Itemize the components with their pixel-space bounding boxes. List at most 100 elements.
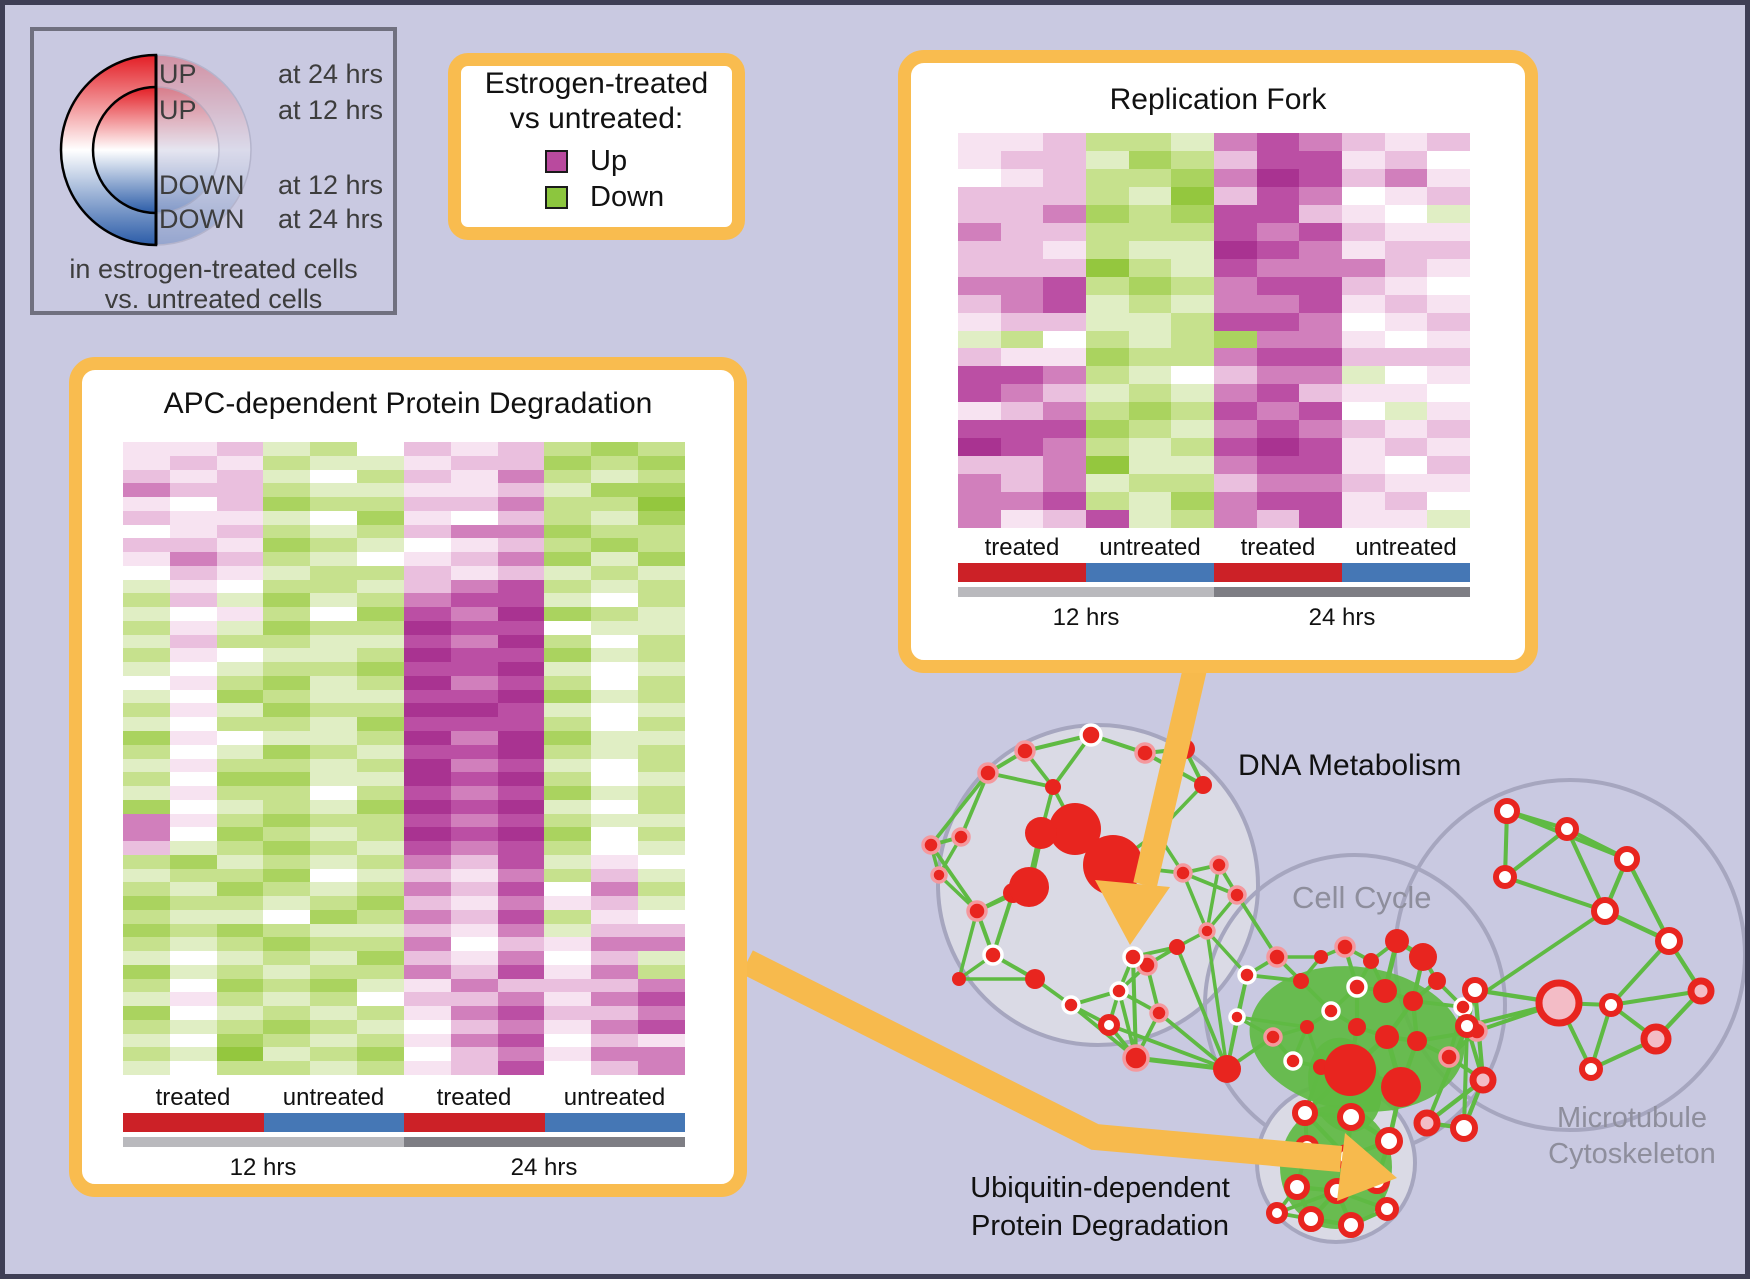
heatmap-cell	[1086, 492, 1129, 511]
heatmap-cell	[638, 813, 685, 828]
heatmap-cell	[403, 675, 451, 690]
heatmap-cell	[1086, 150, 1129, 169]
heatmap-cell	[403, 772, 451, 787]
heatmap-cell	[310, 1047, 358, 1062]
apc-group-untreated-24: untreated	[563, 1084, 666, 1111]
heatmap-cell	[638, 552, 685, 566]
color-legend-box	[448, 53, 745, 240]
heatmap-cell	[1384, 348, 1428, 367]
heatmap-cell	[1214, 168, 1257, 187]
heatmap-cell	[1128, 420, 1172, 439]
heatmap-cell	[544, 730, 592, 745]
heatmap-cell	[450, 868, 498, 883]
heatmap-cell	[169, 951, 217, 965]
connector-arrow-shaft	[1133, 657, 1209, 888]
heatmap-cell	[450, 1019, 498, 1034]
heatmap-cell	[169, 607, 217, 621]
heatmap-cell	[1214, 204, 1257, 223]
heatmap-cell	[591, 786, 639, 800]
network-edge	[1565, 828, 1607, 912]
network-edge	[991, 892, 1015, 956]
heatmap-cell	[1256, 492, 1300, 511]
heatmap-cell	[638, 1047, 685, 1062]
network-node	[1413, 1109, 1441, 1137]
heatmap-cell	[1299, 294, 1342, 313]
heatmap-cell	[1256, 294, 1300, 313]
network-node	[1122, 1044, 1150, 1072]
heatmap-cell	[638, 634, 685, 649]
heatmap-cell	[591, 992, 639, 1007]
network-edge	[1130, 956, 1139, 1059]
heatmap-cell	[1086, 456, 1129, 475]
network-node	[1109, 981, 1129, 1001]
heatmap-cell	[1086, 168, 1129, 187]
heatmap-cell	[1299, 204, 1342, 223]
heatmap-cell	[1043, 456, 1086, 475]
heatmap-cell	[403, 717, 451, 731]
heatmap-cell	[497, 689, 545, 704]
heatmap-cell	[1342, 510, 1385, 528]
heatmap-cell	[450, 442, 498, 456]
ubiquitin-label-line1: Ubiquitin-dependent	[970, 1172, 1230, 1204]
heatmap-cell	[638, 868, 685, 883]
heatmap-cell	[497, 634, 545, 649]
heatmap-cell	[1384, 168, 1428, 187]
heatmap-cell	[638, 607, 685, 621]
heatmap-cell	[638, 524, 685, 539]
heatmap-cell	[310, 675, 358, 690]
heatmap-cell	[544, 593, 592, 608]
heatmap-cell	[1000, 168, 1044, 187]
heatmap-cell	[263, 483, 311, 498]
heatmap-cell	[310, 951, 358, 965]
heatmap-cell	[403, 964, 451, 979]
apc-12hrs-label: 12 hrs	[229, 1154, 297, 1181]
heatmap-cell	[1171, 348, 1214, 367]
heatmap-cell	[1128, 348, 1172, 367]
heatmap-cell	[169, 552, 217, 566]
heatmap-cell	[1384, 474, 1428, 493]
heatmap-cell	[497, 744, 545, 759]
network-edge	[1181, 872, 1209, 932]
heatmap-cell	[450, 717, 498, 731]
heatmap-cell	[123, 744, 170, 759]
heatmap-cell	[1214, 222, 1257, 241]
heatmap-cell	[123, 1019, 170, 1034]
heatmap-cell	[1128, 366, 1172, 385]
heatmap-cell	[591, 744, 639, 759]
heatmap-cell	[169, 868, 217, 883]
heatmap-cell	[1043, 222, 1086, 241]
heatmap-cell	[544, 662, 592, 676]
heatmap-cell	[591, 689, 639, 704]
heatmap-cell	[450, 841, 498, 855]
heatmap-cell	[357, 813, 404, 828]
heatmap-cell	[1128, 150, 1172, 169]
heatmap-cell	[638, 730, 685, 745]
heatmap-cell	[123, 841, 170, 855]
heatmap-cell	[123, 786, 170, 800]
heatmap-cell	[1384, 384, 1428, 403]
heatmap-cell	[216, 538, 264, 553]
heatmap-cell	[638, 992, 685, 1007]
heatmap-cell	[1342, 186, 1385, 205]
apc-group-treated-12: treated	[155, 1084, 231, 1111]
heatmap-cell	[357, 703, 404, 718]
heatmap-cell	[263, 469, 311, 484]
heatmap-cell	[638, 538, 685, 553]
heatmap-cell	[497, 730, 545, 745]
heatmap-cell	[1128, 438, 1172, 457]
heatmap-cell	[1384, 330, 1428, 349]
heatmap-cell	[357, 483, 404, 498]
heatmap-cell	[216, 703, 264, 718]
heatmap-cell	[123, 579, 170, 594]
heatmap-cell	[216, 510, 264, 525]
apc-12hrs-bar	[123, 1137, 404, 1147]
heatmap-cell	[1427, 420, 1470, 439]
heatmap-cell	[1214, 348, 1257, 367]
heatmap-cell	[357, 662, 404, 676]
heatmap-cell	[1342, 222, 1385, 241]
heatmap-cell	[310, 497, 358, 511]
heatmap-cell	[497, 1047, 545, 1062]
heatmap-cell	[591, 951, 639, 965]
heatmap-cell	[1256, 150, 1300, 169]
heatmap-cell	[310, 854, 358, 869]
